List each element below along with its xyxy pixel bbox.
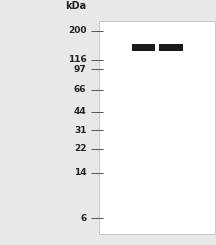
Text: 44: 44 [74,107,86,116]
Text: 31: 31 [74,126,86,135]
Bar [159,44,183,51]
Text: 97: 97 [74,65,86,74]
Text: 66: 66 [74,85,86,94]
Bar [99,21,215,234]
Text: 14: 14 [74,168,86,177]
Bar [132,44,155,51]
Text: 6: 6 [80,214,86,223]
Text: 200: 200 [68,26,86,35]
Text: 116: 116 [68,55,86,64]
Text: kDa: kDa [65,1,86,11]
Text: 22: 22 [74,144,86,153]
